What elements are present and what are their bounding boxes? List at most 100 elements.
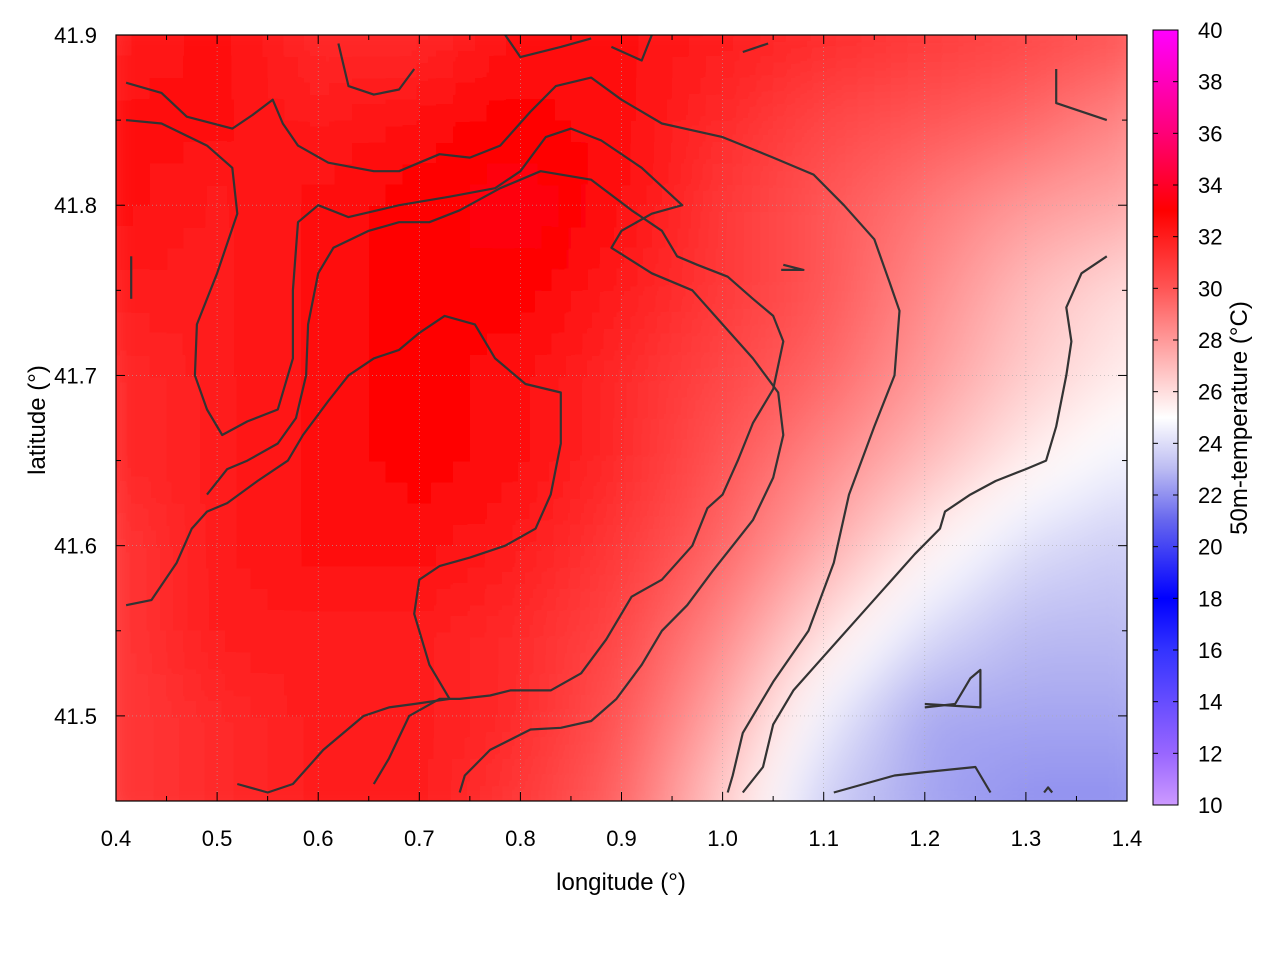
heatmap-cell (183, 630, 201, 653)
heatmap-cell (1127, 248, 1144, 270)
heatmap-cell (941, 205, 960, 228)
heatmap-cell (638, 183, 656, 206)
heatmap-cell (116, 141, 117, 164)
heatmap-cell (470, 0, 487, 14)
heatmap-cell (823, 715, 842, 738)
heatmap-cell (570, 439, 589, 462)
heatmap-cell (419, 269, 437, 291)
heatmap-cell (267, 354, 286, 377)
heatmap-cell (82, 397, 99, 419)
heatmap-cell (806, 332, 825, 355)
heatmap-cell (267, 120, 286, 142)
heatmap-cell (1042, 503, 1061, 525)
heatmap-cell (267, 162, 286, 185)
heatmap-cell (891, 141, 909, 164)
contour-line (125, 119, 785, 793)
contour-line (833, 765, 992, 794)
heatmap-cell (1076, 183, 1094, 206)
heatmap-cell (806, 673, 825, 696)
heatmap-cell (840, 290, 858, 313)
heatmap-cell (470, 822, 487, 844)
heatmap-cell (1127, 737, 1144, 759)
heatmap-cell (132, 35, 151, 36)
heatmap-cell (503, 375, 521, 398)
heatmap-cell (82, 461, 99, 483)
heatmap-cell (790, 715, 808, 738)
heatmap-cell (436, 183, 454, 206)
heatmap-cell (570, 545, 589, 568)
heatmap-cell (638, 354, 656, 377)
heatmap-cell (840, 758, 858, 781)
heatmap-cell (874, 354, 892, 377)
heatmap-cell (149, 652, 168, 674)
heatmap-cell (1110, 566, 1127, 589)
heatmap-cell (385, 779, 404, 801)
heatmap-cell (570, 588, 589, 611)
heatmap-cell (638, 545, 656, 568)
heatmap-cell (200, 801, 217, 823)
heatmap-cell (351, 737, 370, 760)
heatmap-cell (318, 35, 336, 36)
heatmap-cell (1076, 141, 1094, 164)
heatmap-cell (284, 715, 302, 738)
heatmap-cell (587, 162, 606, 185)
heatmap-cell (486, 524, 505, 547)
heatmap-cell (638, 673, 656, 696)
heatmap-cell (655, 354, 673, 377)
heatmap-cell (688, 566, 707, 589)
heatmap-cell (486, 673, 505, 696)
heatmap-cell (907, 354, 926, 377)
heatmap-cell (1042, 566, 1061, 589)
heatmap-cell (806, 162, 825, 185)
heatmap-cell (301, 694, 319, 717)
heatmap-cell (672, 524, 690, 547)
heatmap-cell (503, 141, 521, 164)
heatmap-cell (132, 694, 151, 717)
heatmap-cell (587, 737, 606, 760)
heatmap-cell (217, 588, 235, 611)
heatmap-cell (672, 141, 690, 164)
heatmap-cell (335, 226, 353, 249)
heatmap-cell (924, 737, 943, 760)
heatmap-cell (436, 247, 454, 270)
heatmap-cell (537, 354, 555, 377)
heatmap-cell (267, 524, 286, 547)
heatmap-cell (621, 56, 639, 79)
heatmap-cell (402, 779, 420, 801)
heatmap-cell (1043, 801, 1060, 823)
heatmap-cell (284, 35, 302, 36)
heatmap-cell (486, 588, 505, 611)
heatmap-cell (1076, 162, 1094, 185)
heatmap-cell (166, 141, 184, 164)
heatmap-cell (132, 35, 151, 57)
heatmap-cell (301, 396, 319, 419)
heatmap-cell (116, 35, 117, 57)
heatmap-cell (1144, 0, 1161, 14)
heatmap-cell (419, 396, 437, 419)
heatmap-cell (655, 35, 673, 57)
heatmap-cell (975, 311, 993, 334)
heatmap-cell (200, 609, 218, 632)
heatmap-cell (621, 779, 639, 801)
heatmap-cell (537, 0, 554, 14)
heatmap-cell (857, 120, 875, 142)
heatmap-cell (453, 162, 471, 185)
heatmap-cell (402, 481, 420, 504)
heatmap-cell (149, 418, 168, 440)
heatmap-cell (200, 758, 218, 781)
heatmap-cell (217, 652, 235, 674)
heatmap-cell (453, 481, 471, 504)
heatmap-cell (1025, 77, 1044, 100)
heatmap-cell (469, 737, 488, 760)
heatmap-cell (149, 779, 168, 801)
heatmap-cell (233, 545, 252, 568)
heatmap-cell (116, 566, 134, 589)
heatmap-cell (453, 56, 471, 79)
heatmap-cell (132, 98, 151, 121)
heatmap-cell (941, 375, 960, 398)
heatmap-cell (672, 0, 689, 14)
heatmap-cell (267, 694, 286, 717)
heatmap-cell (992, 652, 1010, 674)
heatmap-cell (453, 247, 471, 270)
heatmap-cell (790, 247, 808, 270)
